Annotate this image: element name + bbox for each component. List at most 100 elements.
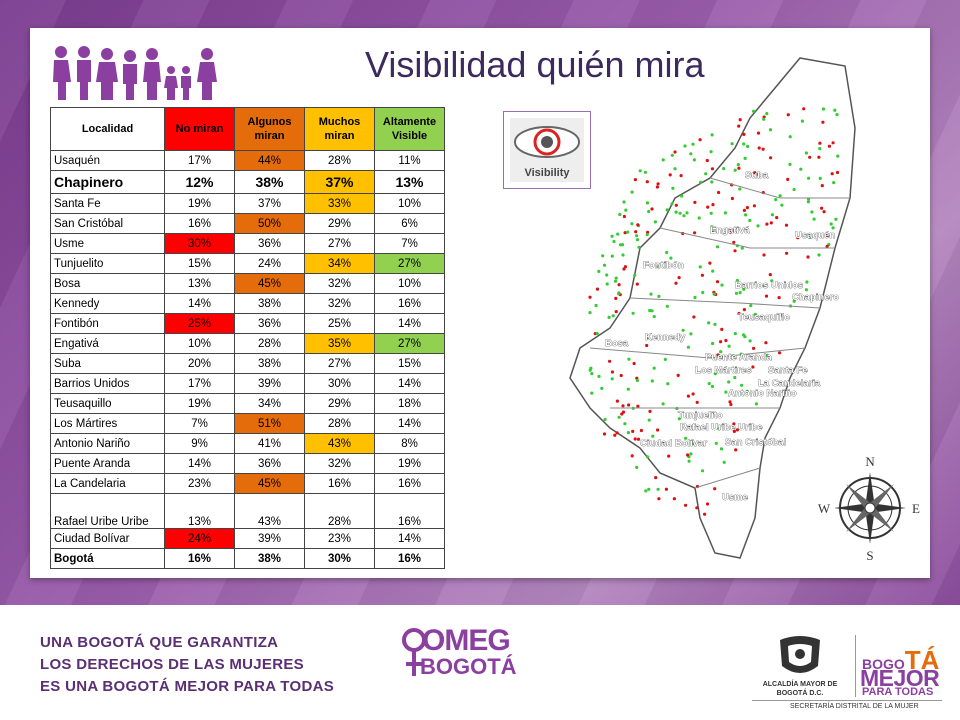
map-dot [657,294,661,298]
map-dot [630,190,634,194]
cell-value: 13% [374,170,445,194]
map-dot [698,138,702,142]
cell-value: 51% [234,413,305,434]
map-dot [822,210,826,214]
table-row: Antonio Nariño 9% 41% 43% 8% [50,433,445,454]
map-dot [646,336,650,340]
map-dot [623,231,627,235]
cell-value: 16% [374,293,445,314]
compass-w: W [818,501,831,516]
map-dot [711,269,715,273]
map-dot [768,128,773,132]
map-dot [707,382,711,386]
map-dot [730,229,734,233]
cell-value: 28% [304,493,375,529]
cell-value: 14% [374,528,445,549]
map-dot [647,487,651,491]
map-dot [618,212,622,217]
table-row: Usme 30% 36% 27% 7% [50,233,445,254]
cell-value: 11% [374,150,445,171]
map-dot [769,156,773,160]
map-label: Bosa [605,338,629,349]
table-row: La Candelaria 23% 45% 16% 16% [50,473,445,494]
map-dot [657,497,661,501]
cell-value: 34% [304,253,375,274]
map-dot [595,331,599,336]
map-dot [714,441,718,445]
map-dot [738,187,742,191]
map-dot [734,291,738,295]
mejor-logo: MEJOR [860,665,940,691]
cell-value: 50% [234,213,305,234]
map-dot [691,442,695,446]
cell-value: 38% [234,293,305,314]
map-dot [689,452,693,456]
map-dot [753,312,757,316]
cell-value: 15% [164,253,235,274]
cell-value: 45% [234,473,305,494]
map-dot [752,346,756,350]
compass-n: N [865,454,875,469]
map-dot [614,276,618,280]
map-dot [778,351,782,355]
map-dot [669,256,673,260]
map-dot [737,166,741,170]
map-dot [745,206,749,210]
cell-value: 8% [374,433,445,454]
map-dot [650,379,654,383]
cell-localidad: San Cristóbal [50,213,165,234]
map-dot [647,418,651,422]
map-dot [769,221,773,225]
map-dot [614,296,618,300]
female-symbol-icon [402,628,426,676]
map-dot [677,417,681,421]
map-dot [610,377,614,381]
table-row: Rafael Uribe Uribe 13% 43% 28% 16% [50,493,445,529]
cell-value: 36% [234,233,305,254]
map-dot [684,503,688,507]
map-dot [630,222,634,226]
cell-value: 37% [304,170,375,194]
map-dot [705,158,709,163]
map-dot [652,366,656,370]
table-row: San Cristóbal 16% 50% 29% 6% [50,213,445,234]
map-dot [730,196,734,201]
map-dot [831,226,835,230]
map-dot [588,311,592,315]
map-dot [665,250,669,255]
map-dot [719,447,724,451]
cell-value: 19% [164,393,235,414]
map-dot [808,155,812,159]
map-dot [653,220,657,224]
map-dot [685,211,689,215]
alcaldia-label: ALCALDÍA MAYOR DE BOGOTÁ D.C. [762,681,838,697]
page-title: Visibilidad quién mira [365,44,705,85]
map-dot [762,253,766,257]
table-row: Tunjuelito 15% 24% 34% 27% [50,253,445,274]
map-dot [720,327,724,331]
table-row: Bosa 13% 45% 32% 10% [50,273,445,294]
map-dot [735,428,739,432]
map-dot [733,168,737,172]
map-dot [825,233,829,238]
map-dot [617,283,621,287]
map-dot [608,359,612,363]
map-dot [626,431,630,435]
map-dot [605,273,609,277]
cell-value: 32% [304,293,375,314]
map-dot [743,156,747,160]
map-dot [713,372,717,376]
map-dot [651,434,655,438]
map-dot [635,238,640,242]
cell-value: 17% [164,373,235,394]
map-dot [630,454,634,458]
map-dot [668,173,672,177]
map-dot [821,120,825,124]
map-dot [742,142,746,146]
map-dot [670,202,674,206]
map-label: Ciudad Bolívar [640,438,707,449]
map-dot [698,265,702,269]
cell-value: 18% [374,393,445,414]
map-dot [627,357,631,361]
map-dot [673,150,677,154]
